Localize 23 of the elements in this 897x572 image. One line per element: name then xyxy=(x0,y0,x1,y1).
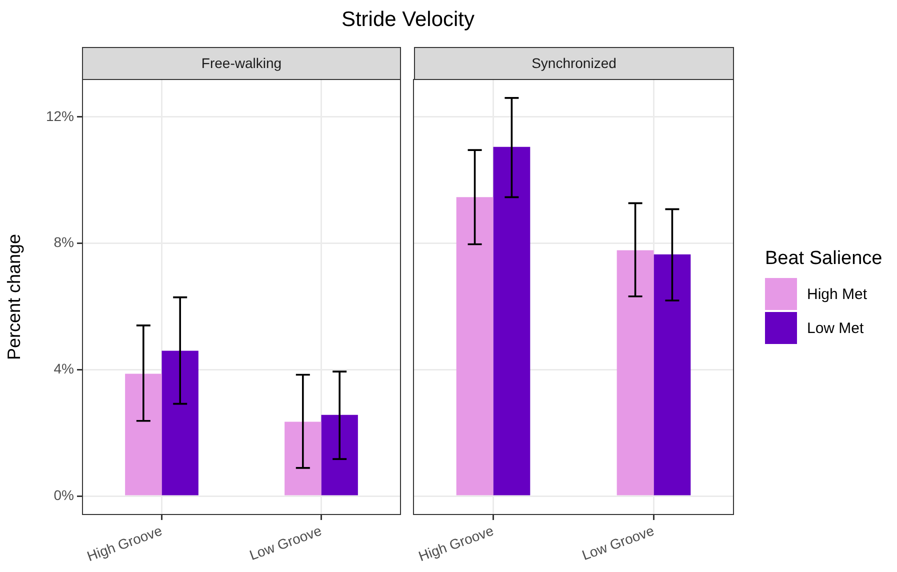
bar xyxy=(654,254,691,496)
y-tick-label: 8% xyxy=(54,234,74,250)
bar xyxy=(456,197,494,496)
y-axis-title: Percent change xyxy=(4,234,24,360)
bar xyxy=(493,146,530,496)
y-tick-label: 0% xyxy=(54,486,74,503)
x-tick-label: High Groove xyxy=(84,522,164,564)
chart-subtitle: Synchronized xyxy=(414,47,734,80)
bar xyxy=(616,250,654,496)
bar xyxy=(162,350,198,496)
x-tick-label: High Groove xyxy=(416,522,496,564)
legend-title: Beat Salience xyxy=(765,248,882,270)
x-tick-label: Low Groove xyxy=(247,522,324,564)
chart-title: Stride Velocity xyxy=(340,8,476,32)
bar xyxy=(321,414,358,496)
bar xyxy=(125,374,162,496)
legend-label: High Met xyxy=(807,286,868,302)
y-tick-label: 4% xyxy=(54,360,74,377)
bar xyxy=(284,422,322,496)
y-tick-label: 12% xyxy=(46,108,74,124)
chart-subtitle: Free-walking xyxy=(82,47,401,80)
legend-label: Low Met xyxy=(807,320,864,336)
x-tick-label: Low Groove xyxy=(580,522,656,564)
